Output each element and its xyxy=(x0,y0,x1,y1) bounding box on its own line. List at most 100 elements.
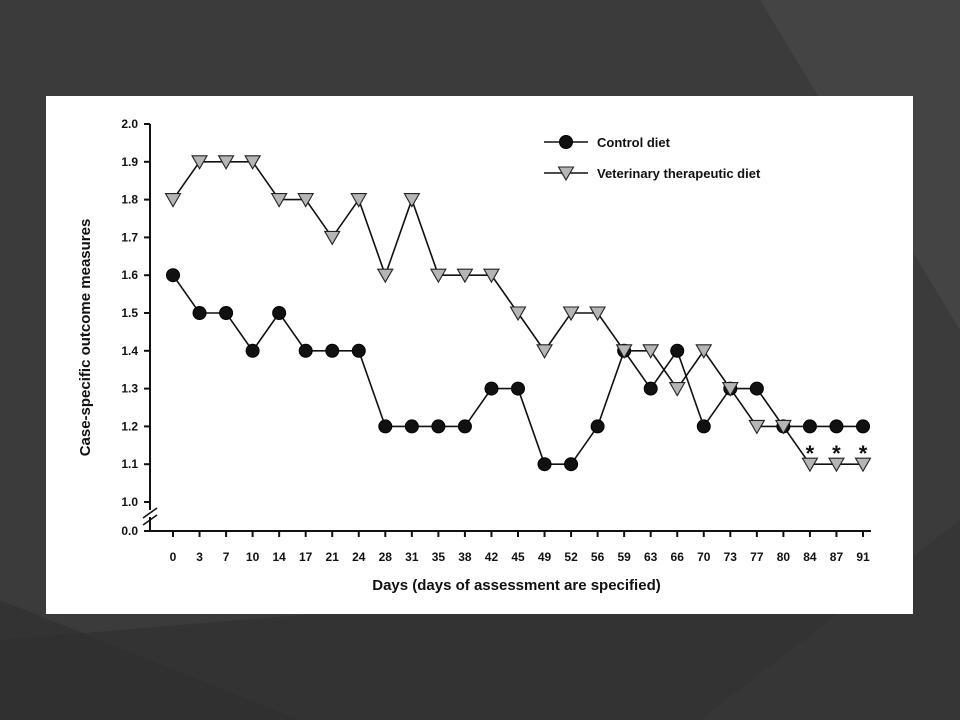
x-tick-label: 17 xyxy=(299,550,313,564)
x-tick-label: 87 xyxy=(830,550,844,564)
vet-diet-point xyxy=(801,457,819,473)
vet-diet-point xyxy=(376,268,394,284)
significance-asterisk: * xyxy=(832,441,841,466)
significance-asterisk: * xyxy=(859,441,868,466)
x-tick-label: 3 xyxy=(196,550,203,564)
y-tick-label: 0.0 xyxy=(121,524,138,538)
x-tick-label: 59 xyxy=(617,550,631,564)
chart-series: * * * xyxy=(164,155,872,473)
x-tick-label: 31 xyxy=(405,550,419,564)
vet-diet-point xyxy=(509,306,527,322)
vet-diet-point xyxy=(270,193,288,208)
control-diet-point xyxy=(670,343,685,358)
x-tick-label: 21 xyxy=(326,550,340,564)
control-diet-point xyxy=(431,419,446,434)
x-tick-label: 35 xyxy=(432,550,446,564)
control-diet-point xyxy=(829,419,844,434)
vet-diet-point xyxy=(403,193,421,208)
control-diet-point xyxy=(192,306,207,320)
legend-label: Control diet xyxy=(597,135,671,150)
legend-label: Veterinary therapeutic diet xyxy=(597,166,761,181)
vet-diet-point xyxy=(668,382,686,397)
x-tick-label: 91 xyxy=(856,550,870,564)
vet-diet-point xyxy=(429,268,447,284)
x-tick-label: 10 xyxy=(246,550,260,564)
chart-card: 1.0 1.1 1.2 1.3 1.4 1.5 1.6 1.7 1.8 1.9 2.0 0.0 0 3 7 1… xyxy=(46,96,913,614)
control-diet-line xyxy=(172,274,863,466)
x-tick-label: 28 xyxy=(379,550,393,564)
x-tick-label: 52 xyxy=(564,550,578,564)
control-diet-point xyxy=(404,419,419,434)
y-tick-label: 2.0 xyxy=(121,117,138,131)
vet-diet-point xyxy=(774,419,792,435)
x-axis-title: Days (days of assessment are specified) xyxy=(372,577,660,594)
x-tick-label: 84 xyxy=(803,550,817,564)
x-tick-label: 70 xyxy=(697,550,711,564)
vet-diet-point xyxy=(854,457,872,473)
significance-asterisk: * xyxy=(806,441,815,466)
chart-legend: Control diet Veterinary therapeutic diet xyxy=(544,135,761,182)
vet-diet-point xyxy=(695,344,713,359)
vet-diet-point xyxy=(323,230,341,246)
y-tick-label: 1.6 xyxy=(121,268,138,282)
y-tick-label: 1.1 xyxy=(121,457,138,471)
legend-marker-control xyxy=(559,135,573,149)
control-diet-point xyxy=(590,419,605,434)
control-diet-point xyxy=(457,419,472,434)
x-tick-label: 77 xyxy=(750,550,764,564)
y-axis-title: Case-specific outcome measures xyxy=(77,219,94,457)
vet-diet-point xyxy=(164,193,182,208)
control-diet-point xyxy=(537,457,552,472)
vet-diet-point xyxy=(642,344,660,359)
chart-axes: 1.0 1.1 1.2 1.3 1.4 1.5 1.6 1.7 1.8 1.9 2.0 0.0 0 3 7 1… xyxy=(121,117,871,564)
y-tick-label: 1.8 xyxy=(121,193,138,207)
x-tick-label: 38 xyxy=(458,550,472,564)
vet-diet-point xyxy=(350,193,368,208)
control-diet-point xyxy=(325,343,340,358)
vet-diet-point xyxy=(562,306,580,322)
axis-break-mark xyxy=(142,507,158,519)
x-tick-label: 14 xyxy=(272,550,286,564)
x-tick-label: 24 xyxy=(352,550,366,564)
x-tick-label: 66 xyxy=(671,550,685,564)
x-tick-label: 49 xyxy=(538,550,552,564)
control-diet-point xyxy=(378,419,393,434)
x-tick-label: 42 xyxy=(485,550,499,564)
vet-diet-point xyxy=(536,344,553,359)
control-diet-point xyxy=(166,268,180,283)
axis-break-mark xyxy=(142,514,158,526)
x-tick-label: 56 xyxy=(591,550,605,564)
y-tick-label: 1.5 xyxy=(121,306,138,320)
y-tick-label: 1.7 xyxy=(121,230,138,244)
x-tick-label: 45 xyxy=(511,550,525,564)
control-diet-point xyxy=(484,381,499,396)
control-diet-point xyxy=(511,381,525,396)
x-tick-label: 80 xyxy=(777,550,791,564)
vet-diet-point xyxy=(191,155,208,170)
x-tick-label: 7 xyxy=(223,550,230,564)
y-tick-label: 1.9 xyxy=(121,155,138,169)
x-tick-label: 63 xyxy=(644,550,658,564)
y-tick-label: 1.4 xyxy=(121,344,138,358)
vet-diet-point xyxy=(615,344,633,359)
y-tick-label: 1.0 xyxy=(121,495,138,509)
line-chart: 1.0 1.1 1.2 1.3 1.4 1.5 1.6 1.7 1.8 1.9 2.0 0.0 0 3 7 1… xyxy=(77,117,872,594)
control-diet-point xyxy=(351,343,366,358)
control-diet-point xyxy=(856,419,870,434)
vet-diet-point xyxy=(217,155,235,170)
control-diet-point xyxy=(802,419,817,434)
control-diet-point xyxy=(219,306,234,320)
vet-diet-point xyxy=(456,268,474,284)
control-diet-point xyxy=(643,381,658,396)
vet-diet-point xyxy=(828,457,845,473)
vet-diet-point xyxy=(244,155,262,170)
x-tick-label: 73 xyxy=(724,550,738,564)
vet-diet-point xyxy=(297,193,315,208)
x-tick-label: 0 xyxy=(170,550,177,564)
legend-marker-vet xyxy=(557,166,575,182)
control-diet-point xyxy=(564,457,579,472)
y-tick-label: 1.2 xyxy=(121,419,138,433)
y-tick-label: 1.3 xyxy=(121,382,138,396)
control-diet-point xyxy=(298,343,313,358)
control-diet-point xyxy=(696,419,711,434)
